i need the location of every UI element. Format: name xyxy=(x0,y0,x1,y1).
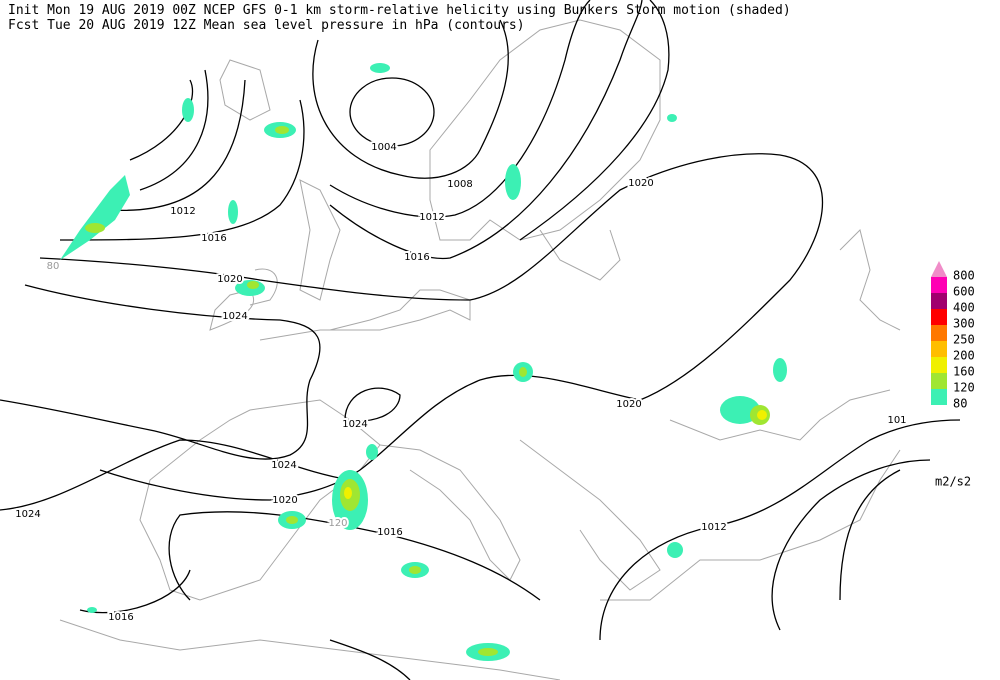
legend-label: 160 xyxy=(953,365,975,379)
legend-swatch xyxy=(931,373,947,389)
legend-swatch xyxy=(931,357,947,373)
legend-swatch xyxy=(931,261,947,277)
contour-label: 1016 xyxy=(377,527,402,538)
contour-label: 1012 xyxy=(170,206,195,217)
legend-swatch xyxy=(931,293,947,309)
contour-label: 1024 xyxy=(15,509,40,520)
shading-label: 120 xyxy=(328,518,347,529)
header-line-1: Init Mon 19 AUG 2019 00Z NCEP GFS 0-1 km… xyxy=(8,3,791,18)
pressure-contours xyxy=(0,0,961,680)
contour-label: 1024 xyxy=(271,460,296,471)
contour-label: 1016 xyxy=(108,612,133,623)
contour-label: 1020 xyxy=(217,274,242,285)
legend-swatch xyxy=(931,309,947,325)
contour-label: 1020 xyxy=(616,399,641,410)
contour-labels: 1004 1008 1012 1016 1020 1012 1016 1020 … xyxy=(13,140,908,625)
legend-label: 400 xyxy=(953,301,975,315)
legend: 800 600 400 300 250 200 160 120 80 xyxy=(931,261,975,411)
contour-label: 1008 xyxy=(447,179,472,190)
contour-label: 1012 xyxy=(701,522,726,533)
legend-swatch xyxy=(931,389,947,405)
contour-label: 1024 xyxy=(222,311,247,322)
contour-label: 1024 xyxy=(342,419,367,430)
legend-unit: m2/s2 xyxy=(935,475,971,489)
contour-label: 1016 xyxy=(404,252,429,263)
legend-swatch xyxy=(931,341,947,357)
legend-label: 600 xyxy=(953,285,975,299)
legend-swatch xyxy=(931,277,947,293)
contour-label: 1020 xyxy=(272,495,297,506)
legend-swatch xyxy=(931,325,947,341)
legend-label: 250 xyxy=(953,333,975,347)
legend-label: 200 xyxy=(953,349,975,363)
contour-label: 1012 xyxy=(419,212,444,223)
contour-label: 1016 xyxy=(201,233,226,244)
contour-label: 1004 xyxy=(371,142,396,153)
contour-label: 101 xyxy=(887,415,906,426)
contour-label: 1020 xyxy=(628,178,653,189)
legend-label: 80 xyxy=(953,397,967,411)
legend-label: 120 xyxy=(953,381,975,395)
legend-label: 300 xyxy=(953,317,975,331)
helicity-shading xyxy=(60,63,787,661)
legend-label: 800 xyxy=(953,269,975,283)
header-line-2: Fcst Tue 20 AUG 2019 12Z Mean sea level … xyxy=(8,18,525,33)
shading-label: 80 xyxy=(47,261,60,272)
